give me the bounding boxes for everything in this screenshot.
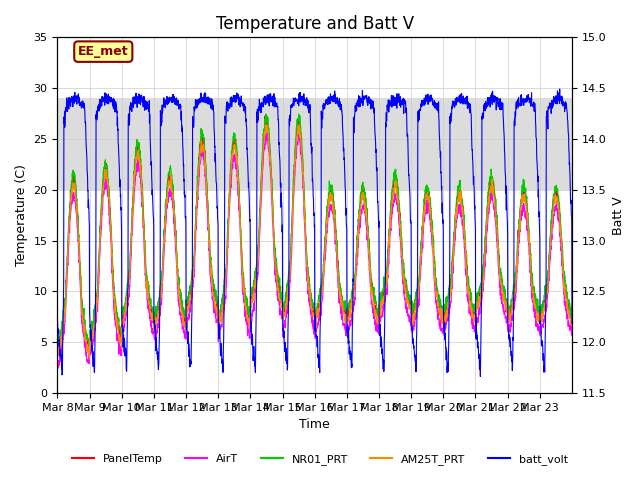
X-axis label: Time: Time xyxy=(300,419,330,432)
Legend: PanelTemp, AirT, NR01_PRT, AM25T_PRT, batt_volt: PanelTemp, AirT, NR01_PRT, AM25T_PRT, ba… xyxy=(68,450,572,469)
Bar xyxy=(58,98,572,190)
Y-axis label: Temperature (C): Temperature (C) xyxy=(15,164,28,266)
Title: Temperature and Batt V: Temperature and Batt V xyxy=(216,15,413,33)
Y-axis label: Batt V: Batt V xyxy=(612,196,625,235)
Text: EE_met: EE_met xyxy=(78,45,129,58)
